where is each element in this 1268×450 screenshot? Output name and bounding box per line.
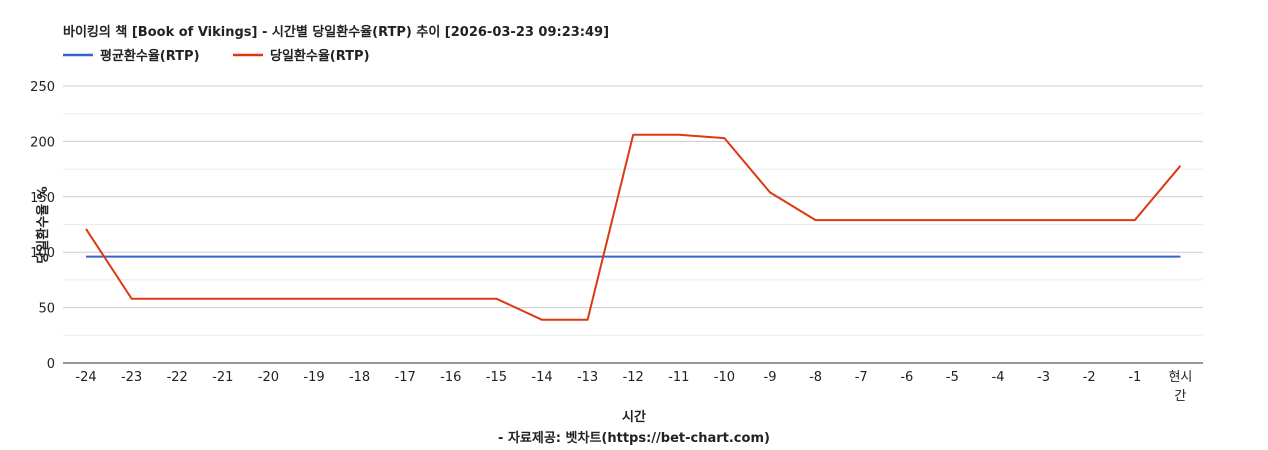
data-point[interactable] — [265, 254, 271, 260]
x-tick-label: -21 — [212, 370, 233, 385]
data-point[interactable] — [721, 135, 727, 141]
data-point[interactable] — [813, 217, 819, 223]
data-point[interactable] — [676, 132, 682, 138]
y-axis-title: 당일환수율 % — [35, 186, 51, 263]
data-point[interactable] — [83, 254, 89, 260]
data-point[interactable] — [265, 296, 271, 302]
x-tick-label: -8 — [809, 370, 822, 385]
x-tick-label: -2 — [1083, 370, 1096, 385]
x-tick-label: -17 — [395, 370, 416, 385]
data-point[interactable] — [539, 317, 545, 323]
data-point[interactable] — [83, 226, 89, 232]
data-point[interactable] — [402, 296, 408, 302]
data-point[interactable] — [1041, 217, 1047, 223]
y-tick-label: 150 — [30, 191, 55, 206]
data-point[interactable] — [1086, 217, 1092, 223]
x-tick-label: -10 — [714, 370, 735, 385]
data-point[interactable] — [129, 296, 135, 302]
data-point[interactable] — [904, 254, 910, 260]
x-tick-label: -11 — [668, 370, 689, 385]
x-tick-label: -16 — [440, 370, 461, 385]
x-tick-label: -9 — [764, 370, 777, 385]
y-tick-label: 50 — [38, 302, 55, 317]
data-point[interactable] — [1177, 163, 1183, 169]
x-tick-label: -1 — [1128, 370, 1141, 385]
data-point[interactable] — [721, 254, 727, 260]
legend-item-daily[interactable]: 당일환수율(RTP) — [233, 48, 370, 64]
gridlines — [63, 85, 1203, 364]
data-point[interactable] — [949, 217, 955, 223]
data-point[interactable] — [357, 296, 363, 302]
data-point[interactable] — [858, 217, 864, 223]
legend-item-average[interactable]: 평균환수율(RTP) — [63, 48, 200, 64]
x-tick-label: -12 — [623, 370, 644, 385]
data-point[interactable] — [630, 254, 636, 260]
data-point[interactable] — [493, 296, 499, 302]
y-tick-label: 250 — [30, 80, 55, 95]
source-credit: - 자료제공: 벳차트(https://bet-chart.com) — [498, 430, 770, 446]
series-lines — [83, 132, 1183, 323]
y-tick-label: 200 — [30, 135, 55, 150]
data-point[interactable] — [220, 254, 226, 260]
data-point[interactable] — [220, 296, 226, 302]
data-point[interactable] — [448, 296, 454, 302]
x-tick-label: -24 — [75, 370, 96, 385]
data-point[interactable] — [949, 254, 955, 260]
x-tick-label: -22 — [167, 370, 188, 385]
legend-label-average: 평균환수율(RTP) — [100, 48, 200, 64]
data-point[interactable] — [767, 189, 773, 195]
data-point[interactable] — [767, 254, 773, 260]
x-tick-label: -23 — [121, 370, 142, 385]
y-tick-label: 0 — [47, 357, 55, 372]
x-tick-label: -7 — [855, 370, 868, 385]
x-tick-label: -20 — [258, 370, 279, 385]
x-axis-title: 시간 — [622, 409, 646, 425]
x-tick-label: -4 — [992, 370, 1005, 385]
x-tick-label: -18 — [349, 370, 370, 385]
data-point[interactable] — [539, 254, 545, 260]
data-point[interactable] — [995, 254, 1001, 260]
data-point[interactable] — [904, 217, 910, 223]
data-point[interactable] — [357, 254, 363, 260]
data-point[interactable] — [129, 254, 135, 260]
x-tick-label: -5 — [946, 370, 959, 385]
data-point[interactable] — [174, 254, 180, 260]
x-tick-label: -19 — [303, 370, 324, 385]
x-axis-ticks: -24 -23 -22 -21 -20 -19 -18 -17 -16 -15 -14 -13 -12 -… — [75, 370, 1192, 404]
y-axis-ticks: 0 50 100 150 200 250 — [30, 80, 55, 372]
x-tick-label: -6 — [900, 370, 913, 385]
data-point[interactable] — [585, 254, 591, 260]
x-tick-label: -3 — [1037, 370, 1050, 385]
x-tick-label: -14 — [531, 370, 552, 385]
data-point[interactable] — [1086, 254, 1092, 260]
data-point[interactable] — [813, 254, 819, 260]
data-point[interactable] — [858, 254, 864, 260]
data-point[interactable] — [1132, 217, 1138, 223]
data-point[interactable] — [995, 217, 1001, 223]
legend-label-daily: 당일환수율(RTP) — [270, 48, 370, 64]
x-tick-label: 현시 간 — [1168, 370, 1192, 404]
data-point[interactable] — [676, 254, 682, 260]
data-point[interactable] — [1132, 254, 1138, 260]
data-point[interactable] — [448, 254, 454, 260]
x-tick-label: -13 — [577, 370, 598, 385]
data-point[interactable] — [311, 296, 317, 302]
data-point[interactable] — [493, 254, 499, 260]
data-point[interactable] — [1041, 254, 1047, 260]
chart-title: 바이킹의 책 [Book of Vikings] - 시간별 당일환수율(RTP… — [63, 24, 609, 40]
x-tick-label: -15 — [486, 370, 507, 385]
data-point[interactable] — [174, 296, 180, 302]
data-point[interactable] — [311, 254, 317, 260]
y-tick-label: 100 — [30, 246, 55, 261]
data-point[interactable] — [585, 317, 591, 323]
series-line-daily[interactable] — [85, 133, 1182, 321]
legend: 평균환수율(RTP) 당일환수율(RTP) — [63, 48, 370, 64]
data-point[interactable] — [630, 132, 636, 138]
data-point[interactable] — [1177, 254, 1183, 260]
data-point[interactable] — [402, 254, 408, 260]
